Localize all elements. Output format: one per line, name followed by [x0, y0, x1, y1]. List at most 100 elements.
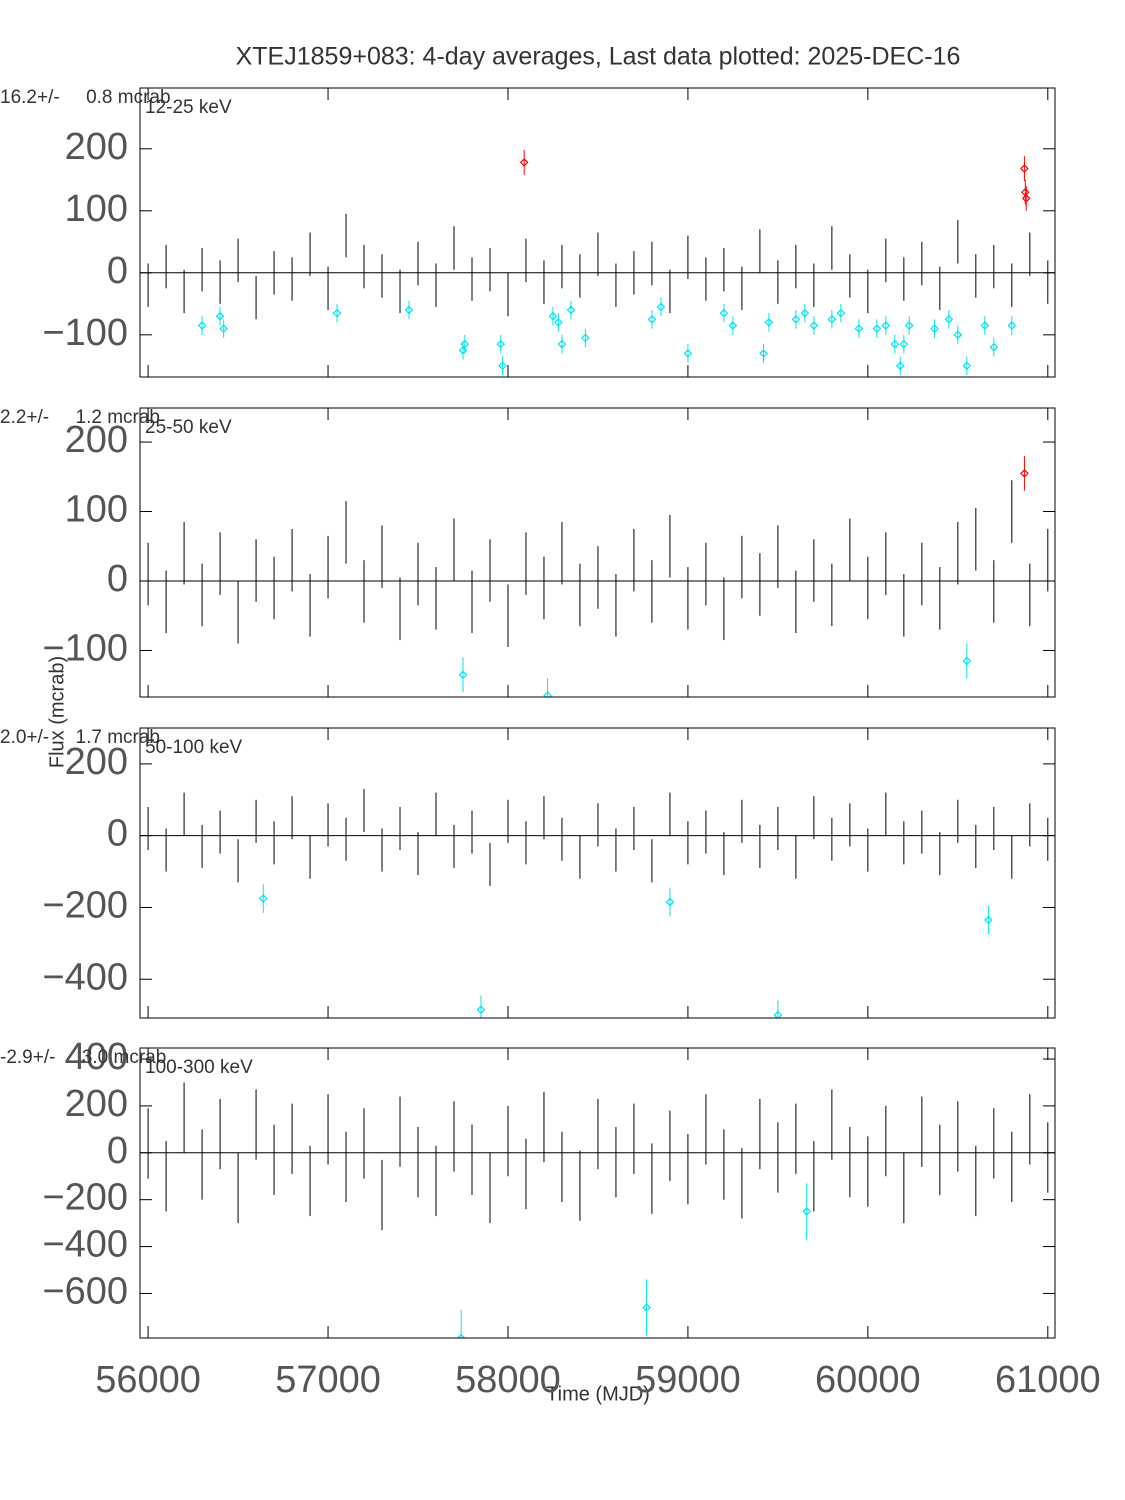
data-point [930, 324, 939, 333]
y-tick-label: 200 [65, 419, 128, 461]
y-tick-label: −100 [42, 312, 128, 354]
panel-frame [139, 87, 1056, 378]
data-point [881, 321, 891, 330]
y-tick-label: 200 [65, 741, 128, 783]
panel-stats: 2.0+/- 1.7 mcrab [0, 727, 160, 748]
data-point [683, 349, 693, 358]
data-point [543, 691, 552, 697]
y-tick-label: −400 [42, 1224, 128, 1266]
data-point [728, 321, 738, 330]
y-tick-label: −400 [42, 956, 128, 998]
data-point [890, 339, 900, 349]
data-point [496, 339, 506, 349]
data-point [899, 339, 909, 349]
data-point [984, 915, 993, 925]
data-point [904, 321, 914, 330]
y-tick-label: 0 [107, 558, 128, 600]
data-point [258, 894, 268, 903]
data-point [1020, 164, 1029, 173]
data-point [980, 321, 990, 330]
data-point [1020, 468, 1029, 478]
data-point [836, 308, 846, 318]
y-tick-label: 200 [65, 1083, 128, 1125]
data-point [197, 321, 207, 330]
data-point [458, 670, 468, 680]
x-tick-label: 58000 [455, 1359, 561, 1401]
data-point [764, 318, 774, 327]
data-point [332, 308, 342, 318]
panel-frame [139, 407, 1056, 698]
y-tick-label: −200 [42, 884, 128, 926]
x-tick-label: 60000 [815, 1359, 921, 1401]
data-point [827, 314, 837, 324]
data-point [519, 158, 529, 167]
data-point [642, 1303, 651, 1312]
data-point [800, 308, 810, 318]
y-tick-label: 0 [107, 1130, 128, 1172]
chart-title: XTEJ1859+083: 4-day averages, Last data … [236, 43, 961, 71]
y-axis-label: Flux (mcrab) [46, 656, 68, 768]
band-label: 25-50 keV [145, 417, 232, 438]
y-tick-label: −100 [42, 627, 128, 669]
data-point [554, 318, 563, 327]
data-point [665, 897, 675, 907]
band-label: 12-25 keV [145, 97, 232, 118]
data-point [456, 1333, 466, 1338]
data-point [566, 305, 576, 315]
data-point [498, 361, 507, 371]
data-point [791, 314, 801, 324]
x-tick-label: 56000 [95, 1359, 201, 1401]
y-tick-label: 200 [65, 126, 128, 168]
band-label: 100-300 keV [145, 1057, 253, 1078]
data-point [557, 339, 567, 349]
data-point [215, 311, 225, 321]
y-tick-label: 100 [65, 188, 128, 230]
panel-stats: 2.2+/- 1.2 mcrab [0, 407, 160, 428]
data-point [944, 314, 954, 324]
data-point [581, 333, 590, 343]
panel-frame [139, 1047, 1056, 1339]
plot-area [140, 150, 1055, 376]
y-tick-label: −600 [42, 1270, 128, 1312]
data-point [759, 349, 768, 358]
y-tick-label: 400 [65, 1036, 128, 1078]
data-point [895, 361, 905, 371]
data-point [872, 324, 882, 333]
data-point [404, 305, 414, 315]
data-point [460, 339, 470, 349]
data-point [1021, 194, 1031, 203]
y-tick-label: 0 [107, 250, 128, 292]
data-point [458, 345, 468, 355]
plot-area [140, 455, 1055, 697]
data-point [773, 1010, 783, 1018]
plot-area [140, 1082, 1055, 1338]
panel-stats: 16.2+/- 0.8 mcrab [0, 87, 171, 108]
x-tick-label: 61000 [995, 1359, 1101, 1401]
panel-stats: -2.9+/- 3.0 mcrab [0, 1047, 166, 1068]
data-point [962, 656, 972, 666]
plot-area [140, 789, 1055, 1018]
x-axis-label: Time (MJD) [546, 1383, 650, 1405]
data-point [854, 324, 864, 333]
y-tick-label: 0 [107, 813, 128, 855]
data-point [656, 302, 666, 312]
panel-frame [139, 727, 1056, 1019]
data-point [719, 308, 729, 318]
data-point [647, 314, 657, 324]
y-tick-label: 100 [65, 489, 128, 531]
data-point [476, 1005, 486, 1015]
data-point [809, 321, 819, 330]
x-tick-label: 59000 [635, 1359, 741, 1401]
band-label: 50-100 keV [145, 737, 243, 758]
data-point [802, 1207, 812, 1216]
x-tick-label: 57000 [275, 1359, 381, 1401]
data-point [962, 361, 972, 371]
data-point [1007, 321, 1017, 330]
data-point [219, 324, 229, 333]
data-point [548, 311, 558, 321]
data-point [989, 342, 999, 352]
y-tick-label: −200 [42, 1177, 128, 1219]
data-point [953, 330, 963, 340]
